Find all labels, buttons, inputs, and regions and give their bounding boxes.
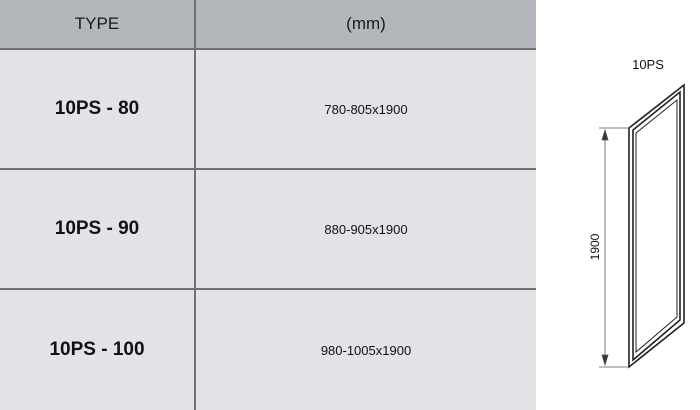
panel-frame [628,83,685,369]
cell-size: 780-805x1900 [324,101,408,117]
cell-size: 980-1005x1900 [320,342,412,358]
spec-table: TYPE (mm) 10PS - 80 780-805x1900 10PS - … [0,0,536,410]
drawing-title: 10PS [632,57,664,72]
table-header: TYPE (mm) [0,0,536,50]
table-row: 10PS - 80 780-805x1900 [0,50,536,170]
cell-type: 10PS - 90 [0,170,196,288]
height-dimension [599,127,628,368]
header-mm: (mm) [346,14,386,33]
cell-type: 10PS - 80 [0,50,196,168]
cell-type: 10PS - 100 [0,290,196,410]
height-label: 1900 [588,233,602,260]
table-row: 10PS - 90 880-905x1900 [0,170,536,290]
table-row: 10PS - 100 980-1005x1900 [0,290,536,410]
cell-size: 880-905x1900 [324,221,408,237]
panel-drawing: 10PS 1900 [588,57,685,369]
header-type: TYPE [0,0,196,48]
